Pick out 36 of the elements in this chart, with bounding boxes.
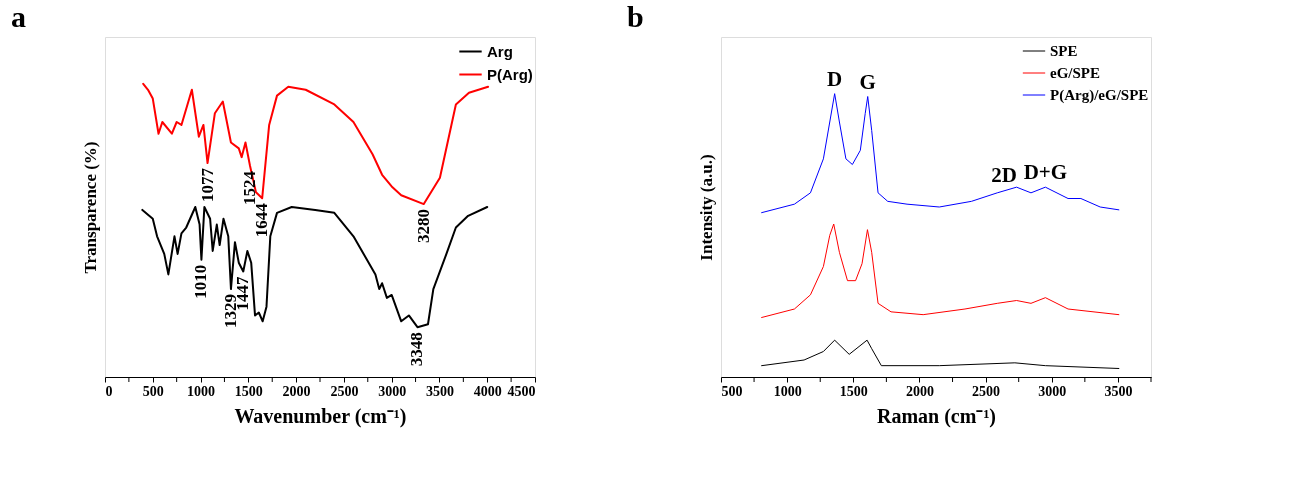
legend-label: Arg — [487, 42, 513, 60]
annotation: 1010 — [191, 264, 211, 299]
chart-title: a — [11, 0, 26, 33]
legend-label: P(Arg)/eG/SPE — [1050, 87, 1149, 104]
x-tick-label: 1500 — [839, 383, 868, 399]
annotation: 3280 — [413, 209, 433, 244]
chart-title: b — [627, 0, 644, 33]
x-tick-label: 1000 — [773, 383, 802, 399]
x-tick-label: 2000 — [282, 383, 311, 399]
legend-label: eG/SPE — [1050, 65, 1101, 81]
x-tick-label: 2000 — [905, 383, 934, 399]
x-tick-label: 3500 — [1104, 383, 1133, 399]
x-tick-label: 500 — [721, 383, 743, 399]
x-tick-label: 2500 — [330, 383, 359, 399]
x-tick-label: 4000 — [473, 383, 502, 399]
annotation: 1077 — [197, 167, 217, 203]
x-tick-label: 3000 — [1038, 383, 1067, 399]
legend-label: SPE — [1050, 43, 1078, 59]
annotation: D — [827, 66, 843, 91]
annotation: G — [859, 69, 876, 94]
legend-label: P(Arg) — [487, 65, 533, 83]
x-tick-label: 1000 — [187, 383, 216, 399]
x-tick-label: 500 — [142, 383, 164, 399]
x-tick-label: 2500 — [972, 383, 1001, 399]
y-axis-title: Transparence (%) — [80, 141, 100, 274]
annotation: 3348 — [407, 332, 427, 367]
annotation: 2D — [991, 163, 1017, 187]
x-tick-label: 0 — [105, 383, 113, 399]
x-tick-label: 3000 — [378, 383, 407, 399]
x-axis-title: Raman (cm⁻¹) — [876, 404, 997, 428]
y-axis-title: Intensity (a.u.) — [696, 154, 716, 261]
x-axis-title: Wavenumber (cm⁻¹) — [234, 404, 407, 428]
x-tick-label: 4500 — [507, 383, 536, 399]
x-tick-label: 3500 — [425, 383, 454, 399]
x-tick-label: 1500 — [234, 383, 263, 399]
annotation: D+G — [1023, 160, 1068, 185]
